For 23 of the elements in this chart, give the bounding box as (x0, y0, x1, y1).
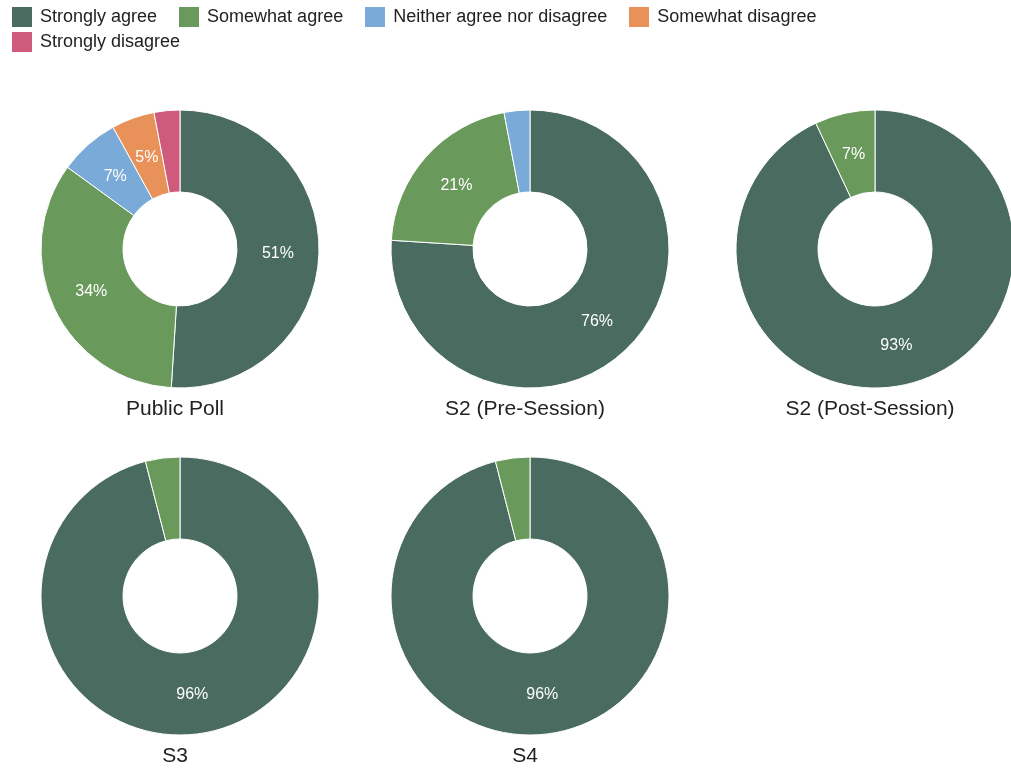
data-label: 34% (75, 282, 108, 300)
legend-label: Somewhat agree (207, 6, 344, 27)
donut-slice (390, 109, 670, 389)
data-label: 21% (440, 175, 473, 193)
donut-slice (40, 456, 320, 736)
donut-slice (390, 456, 670, 736)
text: S2 (Post-Session) (784, 396, 956, 420)
text: S2 (Pre-Session) (444, 396, 606, 420)
data-label: 7% (103, 166, 127, 184)
text: Public Poll (124, 396, 226, 420)
legend-label: Neither agree nor disagree (393, 6, 608, 27)
data-label: 93% (880, 336, 913, 354)
data-label: 51% (261, 243, 294, 261)
text: S4 (511, 743, 539, 767)
data-label: 5% (135, 148, 159, 166)
legend-label: Strongly disagree (40, 31, 181, 52)
data-label: 7% (842, 144, 866, 162)
legend-label: Strongly agree (40, 6, 158, 27)
legend-label: Somewhat disagree (657, 6, 817, 27)
text: S3 (161, 743, 189, 767)
data-label: 76% (581, 311, 614, 329)
data-label: 96% (176, 684, 209, 702)
data-label: 96% (526, 684, 559, 702)
